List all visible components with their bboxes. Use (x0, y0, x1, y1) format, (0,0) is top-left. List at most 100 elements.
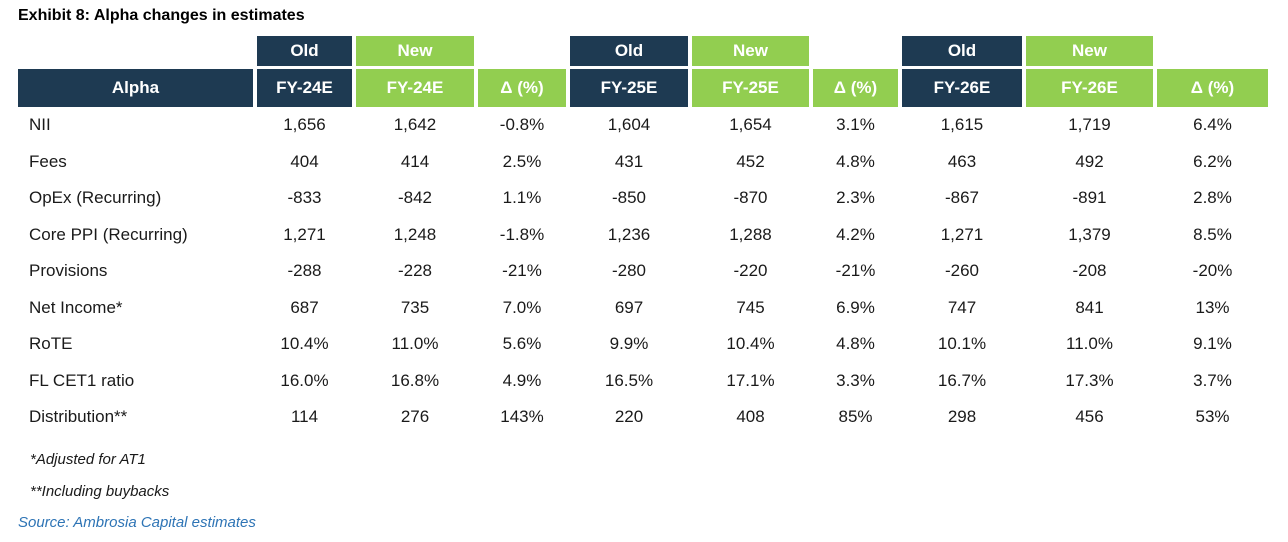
cell-value: 1.1% (502, 188, 542, 208)
cell-value: 5.6% (502, 334, 542, 354)
cell-value: -21% (502, 261, 542, 281)
header-spacer (478, 36, 566, 66)
cell-value: 1,719 (1068, 115, 1111, 135)
cell-value: -842 (397, 188, 433, 208)
row-label: NII (29, 115, 51, 135)
alpha-column-header: Alpha (18, 69, 253, 107)
cell-value: 735 (400, 297, 430, 317)
cell-value: 1,656 (283, 115, 326, 135)
cell-value: 6.2% (1193, 151, 1232, 171)
cell-value: 841 (1075, 297, 1104, 317)
new-column-header-FY-24E: FY-24E (356, 69, 474, 107)
cell-value: 1,248 (393, 224, 437, 244)
cell-value: 298 (947, 407, 977, 427)
old-banner-fy24: Old (257, 36, 352, 66)
cell-value: 220 (614, 407, 644, 427)
cell-value: 1,271 (283, 224, 326, 244)
cell-value: -870 (733, 188, 768, 208)
cell-value: 17.3% (1065, 370, 1114, 390)
cell-value: 1,379 (1068, 224, 1111, 244)
cell-value: 13% (1195, 297, 1230, 317)
cell-value: -833 (287, 188, 322, 208)
old-column-header-FY-24E: FY-24E (257, 69, 352, 107)
cell-value: 1,642 (393, 115, 437, 135)
cell-value: 9.9% (609, 334, 649, 354)
cell-value: -288 (287, 261, 322, 281)
cell-value: 11.0% (1066, 334, 1113, 354)
cell-value: 4.8% (836, 151, 875, 171)
cell-value: 16.0% (280, 370, 329, 390)
cell-value: 6.9% (836, 297, 875, 317)
cell-value: -220 (733, 261, 768, 281)
row-label: Net Income* (29, 297, 123, 317)
cell-value: 1,236 (607, 224, 651, 244)
cell-value: 17.1% (726, 370, 775, 390)
new-banner-fy26: New (1026, 36, 1153, 66)
footnote-buybacks: **Including buybacks (30, 482, 170, 500)
cell-value: 10.4% (726, 334, 775, 354)
delta-column-header-1: Δ (%) (813, 69, 898, 107)
cell-value: 3.3% (836, 370, 875, 390)
cell-value: 408 (736, 407, 765, 427)
footnotes-block: *Adjusted for AT1 **Including buybacks S… (0, 449, 1288, 533)
cell-value: -260 (944, 261, 980, 281)
cell-value: 16.5% (604, 370, 654, 390)
row-label: OpEx (Recurring) (29, 188, 162, 208)
cell-value: 2.5% (502, 151, 542, 171)
cell-value: 276 (400, 407, 430, 427)
cell-value: -867 (944, 188, 980, 208)
footnote-at1: *Adjusted for AT1 (30, 450, 146, 468)
delta-column-header-0: Δ (%) (478, 69, 566, 107)
cell-value: 414 (400, 151, 430, 171)
cell-value: 1,615 (940, 115, 984, 135)
row-label: RoTE (29, 334, 73, 354)
header-spacer (18, 36, 253, 66)
cell-value: 1,288 (729, 224, 772, 244)
old-column-header-FY-26E: FY-26E (902, 69, 1022, 107)
cell-value: 456 (1075, 407, 1104, 427)
row-label: Fees (29, 151, 67, 171)
cell-value: 452 (736, 151, 765, 171)
cell-value: 16.7% (937, 370, 987, 390)
estimates-table: Old New Old New Old New Alpha FY-24E FY-24E Δ (%)… (18, 36, 1288, 436)
cell-value: 53% (1195, 407, 1230, 427)
cell-value: 6.4% (1193, 115, 1232, 135)
row-label: Provisions (29, 261, 108, 281)
header-spacer (813, 36, 898, 66)
cell-value: 404 (290, 151, 319, 171)
cell-value: -21% (835, 261, 876, 281)
cell-value: 9.1% (1193, 334, 1232, 354)
cell-value: 10.4% (280, 334, 329, 354)
new-column-header-FY-25E: FY-25E (692, 69, 809, 107)
cell-value: 697 (614, 297, 644, 317)
cell-value: 4.9% (502, 370, 542, 390)
cell-value: 1,604 (607, 115, 651, 135)
old-banner-fy26: Old (902, 36, 1022, 66)
cell-value: 431 (614, 151, 644, 171)
cell-value: 8.5% (1193, 224, 1232, 244)
cell-value: 16.8% (390, 370, 440, 390)
cell-value: -1.8% (499, 224, 545, 244)
cell-value: -208 (1072, 261, 1107, 281)
cell-value: 747 (947, 297, 977, 317)
cell-value: -850 (611, 188, 647, 208)
row-label: FL CET1 ratio (29, 370, 135, 390)
new-banner-fy24: New (356, 36, 474, 66)
cell-value: -891 (1072, 188, 1107, 208)
cell-value: 7.0% (502, 297, 542, 317)
source-line: Source: Ambrosia Capital estimates (18, 513, 256, 531)
cell-value: 1,271 (940, 224, 984, 244)
row-label: Distribution** (29, 407, 128, 427)
cell-value: 745 (736, 297, 765, 317)
cell-value: -280 (611, 261, 647, 281)
exhibit-title: Exhibit 8: Alpha changes in estimates (18, 7, 305, 24)
cell-value: 3.7% (1193, 370, 1232, 390)
cell-value: 2.3% (836, 188, 875, 208)
delta-column-header-2: Δ (%) (1157, 69, 1268, 107)
cell-value: 2.8% (1193, 188, 1232, 208)
cell-value: 4.8% (836, 334, 875, 354)
cell-value: 85% (838, 407, 873, 427)
cell-value: -0.8% (499, 115, 545, 135)
cell-value: 4.2% (836, 224, 875, 244)
